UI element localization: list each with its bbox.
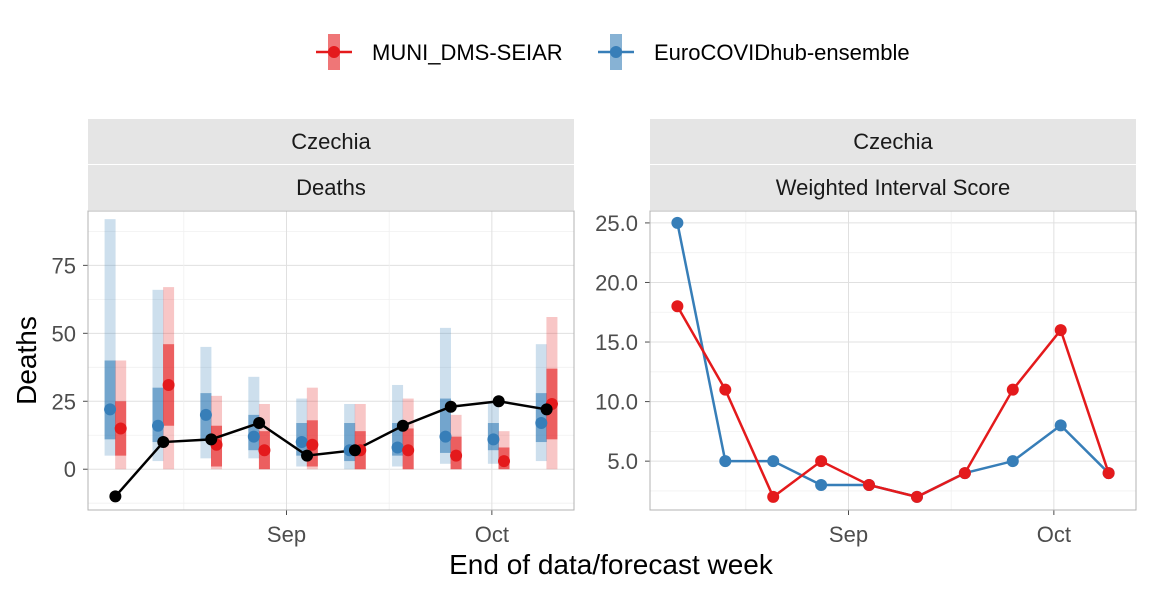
panel-border bbox=[649, 210, 1137, 511]
muni-wis-line bbox=[676, 305, 1110, 499]
observed-point bbox=[109, 490, 122, 503]
y-tick-label: 25.0 bbox=[595, 211, 638, 236]
facet-strip-label: Weighted Interval Score bbox=[776, 175, 1010, 200]
ensemble-median-point bbox=[151, 419, 164, 432]
observed-point bbox=[492, 395, 505, 408]
facet-strip bbox=[650, 119, 1136, 164]
plot-data bbox=[104, 219, 558, 503]
y-axis-title: Deaths bbox=[11, 316, 42, 405]
muni-wis-point bbox=[767, 490, 780, 503]
ensemble-wis-point bbox=[1006, 455, 1019, 468]
ensemble-median-point bbox=[439, 430, 452, 443]
x-tick-label: Oct bbox=[475, 522, 509, 547]
facet-strip bbox=[88, 119, 574, 164]
muni-median-point bbox=[258, 444, 271, 457]
facet-strip-label: Deaths bbox=[296, 175, 366, 200]
ensemble-median-point bbox=[199, 408, 212, 421]
facet-strip bbox=[650, 165, 1136, 210]
ensemble-wis-point bbox=[767, 455, 780, 468]
ensemble-interval-50 bbox=[152, 387, 164, 443]
x-tick-label: Sep bbox=[829, 522, 868, 547]
facet-strip bbox=[88, 165, 574, 210]
ensemble-interval-90 bbox=[152, 289, 164, 462]
muni-wis-point bbox=[671, 300, 684, 313]
x-tick-label: Oct bbox=[1037, 522, 1071, 547]
ensemble-interval-50 bbox=[104, 360, 116, 440]
observed-line bbox=[114, 400, 547, 498]
muni-median-point bbox=[162, 378, 175, 391]
observed-point bbox=[396, 419, 409, 432]
legend-key-point bbox=[610, 46, 622, 58]
y-tick-label: 50 bbox=[52, 321, 76, 346]
muni-median-point bbox=[402, 444, 415, 457]
muni-median-point bbox=[114, 422, 127, 435]
muni-wis-point bbox=[1102, 467, 1115, 480]
ensemble-interval-50 bbox=[439, 398, 451, 453]
muni-median-point bbox=[306, 438, 319, 451]
facet-strip-label: Czechia bbox=[853, 129, 933, 154]
y-tick-label: 10.0 bbox=[595, 390, 638, 415]
ensemble-median-point bbox=[247, 430, 260, 443]
ensemble-wis-point bbox=[1054, 419, 1067, 432]
muni-wis-point bbox=[1006, 383, 1019, 396]
y-tick-label: 0 bbox=[64, 457, 76, 482]
muni-wis-point bbox=[719, 383, 732, 396]
ensemble-interval-50 bbox=[392, 423, 404, 456]
ensemble-wis-point bbox=[671, 216, 684, 229]
observed-point bbox=[540, 403, 553, 416]
y-tick-label: 25 bbox=[52, 389, 76, 414]
facet-strip-label: Czechia bbox=[291, 129, 371, 154]
ensemble-wis-point bbox=[815, 478, 828, 491]
legend-label: MUNI_DMS-SEIAR bbox=[372, 40, 563, 65]
legend-key-point bbox=[328, 46, 340, 58]
ensemble-median-point bbox=[487, 433, 500, 446]
legend-label: EuroCOVIDhub-ensemble bbox=[654, 40, 910, 65]
ensemble-interval-90 bbox=[104, 219, 116, 456]
observed-point bbox=[157, 436, 170, 449]
ensemble-median-point bbox=[535, 417, 548, 430]
ensemble-wis-line bbox=[676, 222, 1110, 499]
legend-item: EuroCOVIDhub-ensemble bbox=[598, 34, 910, 70]
ensemble-median-point bbox=[295, 436, 308, 449]
ensemble-interval-50 bbox=[344, 423, 356, 462]
observed-point bbox=[301, 449, 314, 462]
observed-point bbox=[348, 444, 361, 457]
ensemble-median-point bbox=[391, 441, 404, 454]
legend: MUNI_DMS-SEIAR EuroCOVIDhub-ensemble bbox=[316, 34, 910, 70]
panel-border bbox=[87, 210, 575, 511]
muni-median-point bbox=[498, 455, 511, 468]
muni-wis-point bbox=[910, 490, 923, 503]
muni-wis-point bbox=[958, 467, 971, 480]
plot-data bbox=[671, 216, 1115, 503]
observed-point bbox=[444, 400, 457, 413]
y-tick-label: 20.0 bbox=[595, 270, 638, 295]
observed-point bbox=[205, 433, 218, 446]
muni-wis-point bbox=[1054, 324, 1067, 337]
ensemble-median-point bbox=[104, 403, 117, 416]
ensemble-interval-90 bbox=[439, 327, 451, 464]
muni-median-point bbox=[450, 449, 463, 462]
x-tick-label: Sep bbox=[267, 522, 306, 547]
x-axis-title: End of data/forecast week bbox=[449, 549, 774, 580]
y-tick-label: 15.0 bbox=[595, 330, 638, 355]
y-tick-label: 75 bbox=[52, 253, 76, 278]
panel-deaths: Czechia Deaths 0 25 50 75 Sep Oct Deaths bbox=[11, 119, 575, 547]
legend-item: MUNI_DMS-SEIAR bbox=[316, 34, 563, 70]
panel-wis: Czechia Weighted Interval Score 5.0 10.0 15.… bbox=[595, 119, 1137, 547]
muni-wis-point bbox=[863, 478, 876, 491]
muni-wis-point bbox=[815, 455, 828, 468]
y-tick-label: 5.0 bbox=[607, 449, 638, 474]
observed-point bbox=[253, 417, 266, 430]
ensemble-wis-point bbox=[719, 455, 732, 468]
